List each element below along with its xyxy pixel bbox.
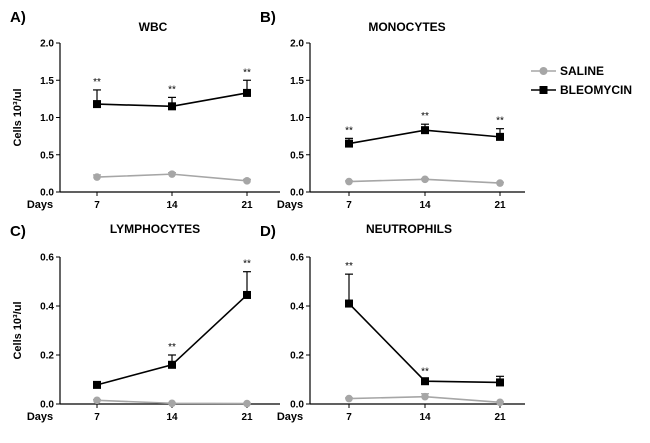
significance-label: ** bbox=[243, 67, 251, 78]
y-tick-label: 2.0 bbox=[40, 39, 54, 50]
x-tick-label: 7 bbox=[94, 412, 100, 423]
data-point-saline bbox=[421, 175, 429, 184]
chart-panel-2: B) MONOCYTES 0.0 0.5 1.0 1.5 2.0 7 14 21 Days ** ** *… bbox=[260, 9, 525, 211]
panel-title: LYMPHOCYTES bbox=[110, 222, 200, 236]
y-tick-label: 0.6 bbox=[290, 253, 304, 264]
x-tick-label: 21 bbox=[494, 200, 506, 211]
data-point-saline bbox=[345, 177, 353, 186]
data-point-saline bbox=[345, 394, 353, 403]
data-point-bleomycin bbox=[421, 377, 429, 386]
chart-panel-4: D) NEUTROPHILS 0.0 0.2 0.4 0.6 7 14 21 Days ** ** bbox=[260, 222, 525, 423]
panel-letter: D) bbox=[260, 223, 276, 240]
data-point-saline bbox=[93, 396, 101, 405]
legend-saline-marker bbox=[539, 67, 548, 75]
data-point-bleomycin bbox=[168, 360, 176, 369]
y-tick-label: 0.0 bbox=[40, 400, 54, 411]
data-point-bleomycin bbox=[168, 102, 176, 111]
data-point-bleomycin bbox=[243, 290, 251, 299]
panel-letter: A) bbox=[10, 9, 26, 26]
series-line-bleomycin bbox=[96, 294, 248, 386]
data-point-bleomycin bbox=[93, 100, 101, 109]
legend-saline-label: SALINE bbox=[560, 64, 604, 78]
y-tick-label: 1.0 bbox=[290, 113, 304, 124]
data-point-bleomycin bbox=[243, 88, 251, 97]
x-axis-label: Days bbox=[27, 411, 53, 423]
chart-panel-3: C) LYMPHOCYTES 0.0 0.2 0.4 0.6 7 14 21 Days Cells … bbox=[10, 222, 280, 423]
legend-bleomycin: BLEOMYCIN bbox=[531, 83, 632, 97]
significance-label: ** bbox=[345, 125, 353, 136]
significance-label: ** bbox=[345, 261, 353, 272]
data-point-bleomycin bbox=[93, 380, 101, 389]
significance-label: ** bbox=[421, 111, 429, 122]
y-tick-label: 0.5 bbox=[290, 150, 304, 161]
significance-label: ** bbox=[93, 77, 101, 88]
legend-bleomycin-marker bbox=[539, 86, 548, 94]
significance-label: ** bbox=[421, 366, 429, 377]
data-point-bleomycin bbox=[421, 126, 429, 135]
panel-letter: C) bbox=[10, 223, 26, 240]
y-tick-label: 0.2 bbox=[40, 351, 54, 362]
data-point-bleomycin bbox=[345, 139, 353, 148]
legend-bleomycin-label: BLEOMYCIN bbox=[560, 83, 632, 97]
data-point-saline bbox=[168, 170, 176, 178]
panel-title: MONOCYTES bbox=[368, 20, 445, 34]
x-axis-label: Days bbox=[277, 199, 303, 211]
x-tick-label: 14 bbox=[166, 200, 178, 211]
y-tick-label: 0.4 bbox=[40, 302, 54, 313]
significance-label: ** bbox=[168, 342, 176, 353]
y-tick-label: 0.5 bbox=[40, 150, 54, 161]
panel-title: NEUTROPHILS bbox=[366, 222, 452, 236]
data-point-saline bbox=[243, 399, 251, 408]
panel-letter: B) bbox=[260, 9, 276, 26]
x-tick-label: 21 bbox=[241, 412, 253, 423]
data-point-saline bbox=[496, 398, 504, 407]
x-axis-label: Days bbox=[277, 411, 303, 423]
x-tick-label: 21 bbox=[494, 412, 506, 423]
significance-label: ** bbox=[168, 84, 176, 95]
x-tick-label: 7 bbox=[94, 200, 100, 211]
y-tick-label: 0.0 bbox=[40, 188, 54, 199]
data-point-saline bbox=[421, 392, 429, 401]
x-axis-label: Days bbox=[27, 199, 53, 211]
data-point-bleomycin bbox=[345, 299, 353, 308]
y-tick-label: 1.5 bbox=[290, 76, 304, 87]
chart-panel-1: A) WBC 0.0 0.5 1.0 1.5 2.0 7 14 21 Days Cells 10³/u… bbox=[10, 9, 280, 211]
y-tick-label: 2.0 bbox=[290, 39, 304, 50]
legend-saline: SALINE bbox=[531, 64, 604, 78]
y-tick-label: 1.5 bbox=[40, 76, 54, 87]
x-tick-label: 14 bbox=[419, 412, 431, 423]
y-tick-label: 0.0 bbox=[290, 188, 304, 199]
y-axis-label: Cells 10³/ul bbox=[12, 88, 24, 146]
x-tick-label: 7 bbox=[346, 200, 352, 211]
x-tick-label: 14 bbox=[419, 200, 431, 211]
y-tick-label: 0.4 bbox=[290, 302, 304, 313]
panel-title: WBC bbox=[139, 20, 168, 34]
legend: SALINE BLEOMYCIN bbox=[531, 64, 632, 97]
x-tick-label: 14 bbox=[166, 412, 178, 423]
y-tick-label: 0.2 bbox=[290, 351, 304, 362]
y-axis-label: Cells 10³/ul bbox=[12, 301, 24, 359]
significance-label: ** bbox=[496, 116, 504, 127]
significance-label: ** bbox=[243, 259, 251, 270]
y-tick-label: 0.6 bbox=[40, 253, 54, 264]
data-point-saline bbox=[93, 173, 101, 181]
data-point-saline bbox=[168, 399, 176, 408]
y-tick-label: 0.0 bbox=[290, 400, 304, 411]
data-point-bleomycin bbox=[496, 378, 504, 387]
y-tick-label: 1.0 bbox=[40, 113, 54, 124]
data-point-bleomycin bbox=[496, 132, 504, 141]
x-tick-label: 21 bbox=[241, 200, 253, 211]
data-point-saline bbox=[243, 177, 251, 185]
x-tick-label: 7 bbox=[346, 412, 352, 423]
data-point-saline bbox=[496, 179, 504, 187]
